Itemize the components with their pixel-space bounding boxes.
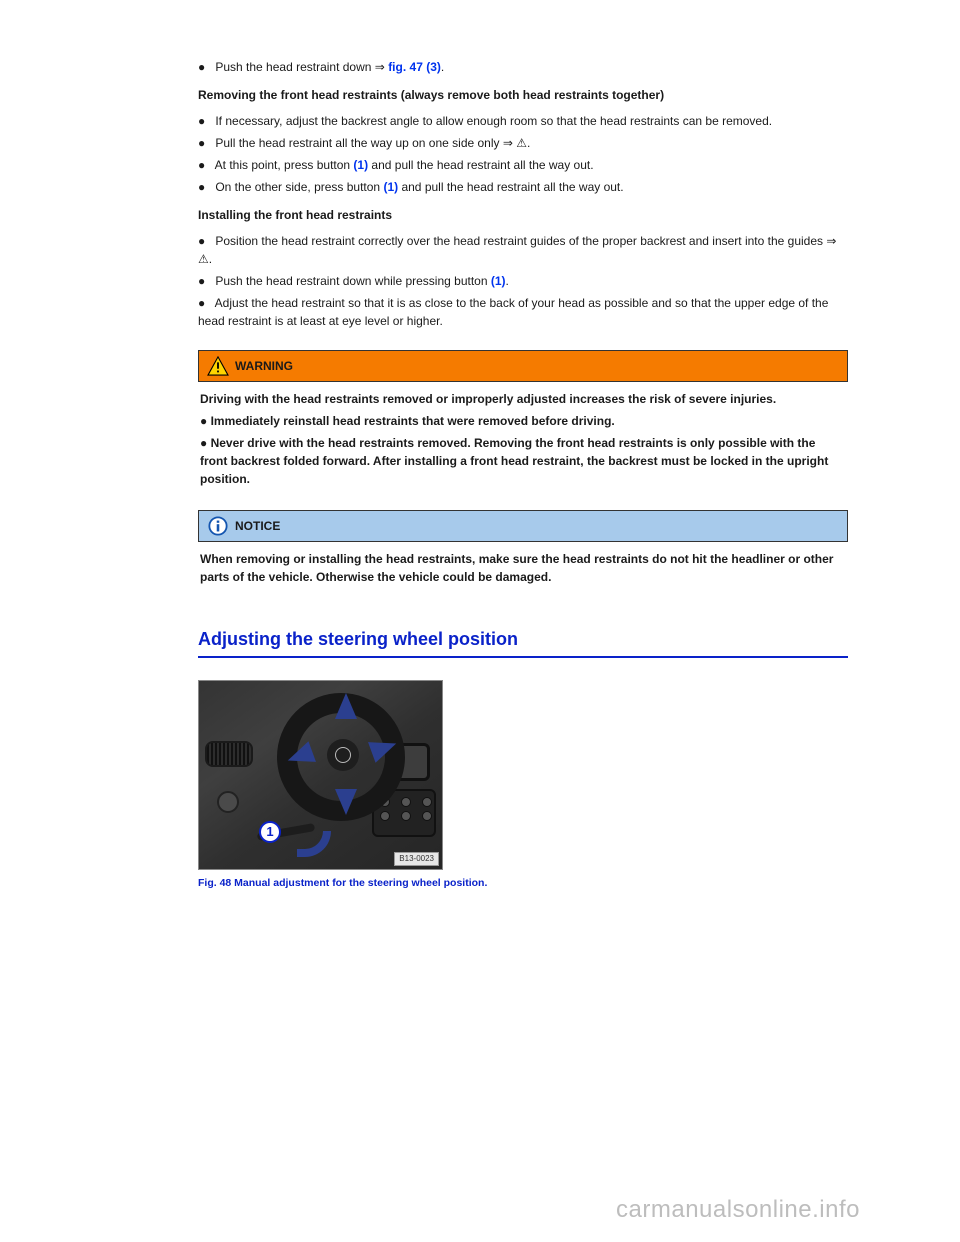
callout-ref-link[interactable]: (1) [491, 274, 506, 288]
bullet-symbol: ● [198, 156, 212, 174]
arrow-up-icon [335, 693, 357, 719]
step-text: Adjust the head restraint so that it is … [198, 296, 828, 328]
callout-ref-link[interactable]: (1) [353, 158, 368, 172]
section-title: Adjusting the steering wheel position [198, 626, 848, 658]
removing-step-1: ● If necessary, adjust the backrest angl… [198, 112, 848, 130]
watermark: carmanualsonline.info [616, 1196, 860, 1224]
warning-triangle-icon [207, 356, 229, 376]
arrow-down-icon [335, 789, 357, 815]
notice-text: When removing or installing the head res… [200, 550, 846, 586]
removing-step-4: ● On the other side, press button (1) an… [198, 178, 848, 196]
warning-item-text: Immediately reinstall head restraints th… [211, 414, 615, 428]
callout-ref-link[interactable]: (1) [383, 180, 398, 194]
removing-step-2: ● Pull the head restraint all the way up… [198, 134, 848, 152]
bullet-symbol: ● [198, 232, 212, 250]
installing-heading: Installing the front head restraints [198, 206, 848, 224]
removing-step-3: ● At this point, press button (1) and pu… [198, 156, 848, 174]
step-text-pre: Push the head restraint down while press… [215, 274, 491, 288]
figure-caption: Fig. 48 Manual adjustment for the steeri… [198, 876, 848, 892]
step-text-pre: Position the head restraint correctly ov… [215, 234, 836, 248]
vent-icon [205, 741, 253, 767]
step-text: If necessary, adjust the backrest angle … [215, 114, 772, 128]
installing-step-3: ● Adjust the head restraint so that it i… [198, 294, 848, 330]
top-bullet-text-pre: Push the head restraint down ⇒ [215, 60, 385, 74]
headlight-dial-icon [217, 791, 239, 813]
figure-48: 1 B13-0023 Fig. 48 Manual adjustment for… [198, 680, 848, 892]
notice-info-icon [207, 516, 229, 536]
warning-item-2: ● Never drive with the head restraints r… [200, 434, 846, 488]
bullet-symbol: ● [198, 112, 212, 130]
warning-glyph: ⚠ [516, 136, 527, 150]
installing-step-2: ● Push the head restraint down while pre… [198, 272, 848, 290]
warning-intro: Driving with the head restraints removed… [200, 390, 846, 408]
step-text-post: . [527, 136, 530, 150]
callout-marker-1: 1 [259, 821, 281, 843]
step-text-post: . [209, 252, 212, 266]
step-text-pre: At this point, press button [215, 158, 354, 172]
bullet-symbol: ● [200, 436, 207, 450]
notice-title: NOTICE [235, 517, 280, 535]
removing-heading: Removing the front head restraints (alwa… [198, 86, 848, 104]
installing-step-1: ● Position the head restraint correctly … [198, 232, 848, 268]
step-text-post: . [506, 274, 509, 288]
warning-callout: WARNING Driving with the head restraints… [198, 350, 848, 490]
notice-header: NOTICE [198, 510, 848, 542]
notice-body: When removing or installing the head res… [198, 542, 848, 588]
fig-ref-link[interactable]: fig. 47 (3) [388, 60, 441, 74]
bullet-symbol: ● [198, 134, 212, 152]
bullet-symbol: ● [198, 178, 212, 196]
step-text-pre: Pull the head restraint all the way up o… [215, 136, 513, 150]
warning-title: WARNING [235, 357, 293, 375]
image-code: B13-0023 [394, 852, 439, 866]
warning-glyph: ⚠ [198, 252, 209, 266]
top-bullet: ● Push the head restraint down ⇒ fig. 47… [198, 58, 848, 76]
figure-image: 1 B13-0023 [198, 680, 443, 870]
warning-item-1: ● Immediately reinstall head restraints … [200, 412, 846, 430]
warning-item-text: Never drive with the head restraints rem… [200, 436, 828, 486]
step-text-pre: On the other side, press button [215, 180, 383, 194]
bullet-symbol: ● [198, 58, 212, 76]
warning-header: WARNING [198, 350, 848, 382]
notice-callout: NOTICE When removing or installing the h… [198, 510, 848, 588]
steering-logo-icon [335, 747, 351, 763]
bullet-symbol: ● [200, 414, 207, 428]
step-text-post: and pull the head restraint all the way … [398, 180, 623, 194]
manual-page: ● Push the head restraint down ⇒ fig. 47… [0, 0, 960, 892]
bullet-symbol: ● [198, 272, 212, 290]
step-text-post: and pull the head restraint all the way … [368, 158, 593, 172]
warning-body: Driving with the head restraints removed… [198, 382, 848, 490]
bullet-symbol: ● [198, 294, 212, 312]
top-bullet-text-post: . [441, 60, 444, 74]
